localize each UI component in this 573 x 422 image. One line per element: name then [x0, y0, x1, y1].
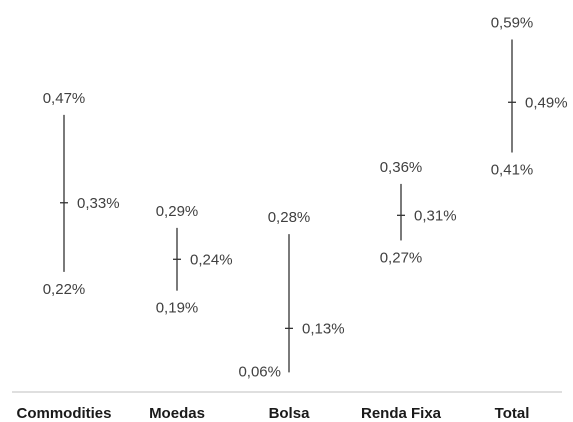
- category-label-1: Moedas: [149, 405, 205, 422]
- mid-label-3: 0,31%: [414, 207, 457, 224]
- low-label-4: 0,41%: [491, 162, 534, 179]
- category-label-2: Bolsa: [269, 405, 311, 422]
- mid-label-1: 0,24%: [190, 251, 233, 268]
- high-label-0: 0,47%: [43, 90, 86, 107]
- mid-label-2: 0,13%: [302, 320, 345, 337]
- category-label-0: Commodities: [16, 405, 111, 422]
- low-label-2: 0,06%: [238, 363, 281, 380]
- mid-label-0: 0,33%: [77, 195, 120, 212]
- high-label-2: 0,28%: [268, 209, 311, 226]
- low-label-0: 0,22%: [43, 281, 86, 298]
- high-label-4: 0,59%: [491, 14, 534, 31]
- low-label-3: 0,27%: [380, 249, 423, 266]
- mid-label-4: 0,49%: [525, 94, 568, 111]
- chart-marks: 0,47% 0,33% 0,22% Commodities 0,29% 0,24% 0,19…: [16, 14, 567, 422]
- high-label-3: 0,36%: [380, 159, 423, 176]
- category-label-4: Total: [495, 405, 530, 422]
- high-label-1: 0,29%: [156, 203, 199, 220]
- low-label-1: 0,19%: [156, 300, 199, 317]
- category-label-3: Renda Fixa: [361, 405, 442, 422]
